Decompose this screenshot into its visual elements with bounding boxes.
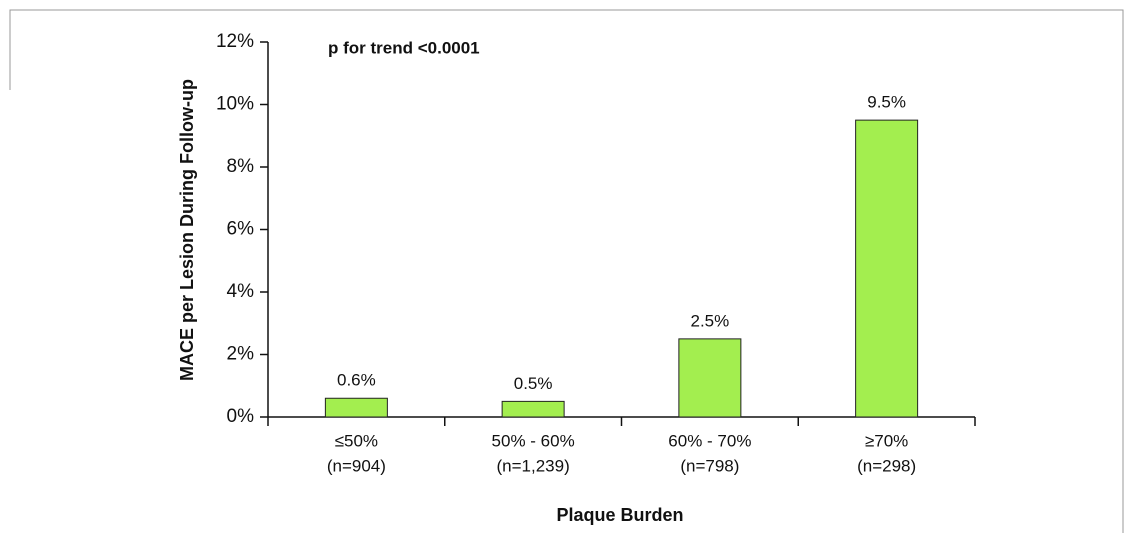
category-count: (n=1,239) [497, 456, 570, 475]
value-label: 9.5% [867, 93, 906, 112]
bar [324, 397, 388, 418]
frame [9, 9, 1124, 533]
y-axis-title: MACE per Lesion During Follow-up [177, 79, 197, 381]
bar [678, 338, 742, 418]
x-tick-label: 50% - 60% [492, 431, 575, 450]
category-count: (n=798) [680, 456, 739, 475]
x-tick-label: ≤50% [335, 431, 378, 450]
category-count: (n=904) [327, 456, 386, 475]
y-tick-label: 10% [216, 94, 254, 115]
x-axis-title: Plaque Burden [556, 505, 683, 525]
bar [501, 400, 565, 418]
y-tick-label: 8% [227, 156, 255, 177]
y-tick-label: 6% [227, 219, 255, 240]
y-tick-label: 0% [227, 406, 255, 427]
y-tick-label: 12% [216, 31, 254, 52]
value-label: 0.6% [337, 371, 376, 390]
y-tick-label: 2% [227, 344, 255, 365]
bar [855, 119, 919, 418]
value-label: 2.5% [691, 311, 730, 330]
x-tick-label: 60% - 70% [668, 431, 751, 450]
category-count: (n=298) [857, 456, 916, 475]
annotation: p for trend <0.0001 [328, 38, 480, 57]
y-tick-label: 4% [227, 281, 255, 302]
value-label: 0.5% [514, 374, 553, 393]
x-tick-label: ≥70% [865, 431, 908, 450]
